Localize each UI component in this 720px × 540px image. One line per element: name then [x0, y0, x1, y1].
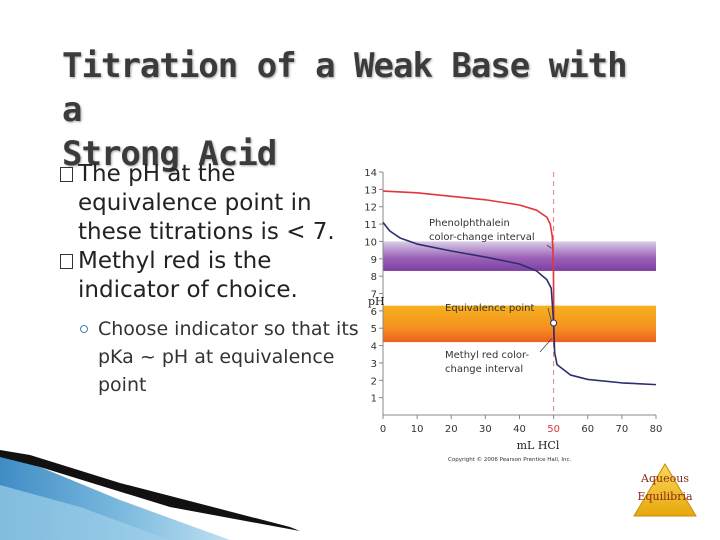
y-tick-label: 9 [371, 255, 377, 266]
footer-black-stripe [0, 450, 300, 531]
y-tick-label: 11 [364, 220, 377, 231]
annotation-phenolphthalein-2: color-change interval [429, 232, 535, 243]
bullet-box-icon [60, 167, 73, 182]
bullet-text: The pH at the equivalence point in these… [78, 161, 335, 245]
titration-curve [382, 190, 555, 346]
bullet-list: The pH at the equivalence point in these… [60, 160, 360, 399]
x-tick-label: 60 [581, 424, 594, 435]
y-axis-label: pH [368, 295, 385, 308]
y-tick-label: 14 [364, 168, 377, 179]
bullet-item: Methyl red is the indicator of choice. [60, 247, 360, 305]
sub-bullet-item: Choose indicator so that its pKa ~ pH at… [78, 315, 360, 399]
annotation-phenolphthalein: Phenolphthalein [429, 218, 510, 229]
y-tick-label: 8 [371, 272, 377, 283]
aqueous-equilibria-logo: Aqueous Equilibria [633, 463, 697, 517]
annotation-leaders [539, 244, 553, 353]
x-tick-label: 50 [547, 424, 560, 435]
slide-title: Titration of a Weak Base with a Strong A… [62, 44, 662, 176]
annotation-leader-line [546, 244, 552, 249]
copyright-text: Copyright © 2006 Pearson Prentice Hall, … [448, 456, 571, 463]
bullet-item: The pH at the equivalence point in these… [60, 160, 360, 247]
color-band-layer [383, 241, 656, 343]
logo-triangle-icon [633, 463, 697, 517]
annotation-methyl-red-2: change interval [445, 364, 523, 375]
bullet-box-icon [60, 254, 73, 269]
y-tick-label: 6 [371, 307, 377, 318]
logo-line-2: Equilibria [637, 490, 693, 503]
x-tick-label: 80 [650, 424, 663, 435]
annotation-leader-line [547, 307, 553, 323]
y-tick-label: 1 [371, 394, 377, 405]
y-tick-label: 3 [371, 359, 377, 370]
footer-decoration [0, 450, 300, 540]
x-axis-label: mL HCl [517, 439, 560, 452]
annotation-methyl-red: Methyl red color- [445, 350, 529, 361]
y-tick-label: 4 [371, 342, 377, 353]
title-line-2: Strong Acid [62, 134, 277, 174]
y-tick-label: 7 [371, 290, 377, 301]
y-tick-label: 5 [371, 324, 377, 335]
sub-bullet-text: Choose indicator so that its pKa ~ pH at… [98, 318, 359, 396]
bullet-text: Methyl red is the indicator of choice. [78, 248, 298, 303]
y-tick-label: 12 [364, 203, 377, 214]
x-tick-label: 30 [479, 424, 492, 435]
y-tick-label: 13 [364, 185, 377, 196]
logo-line-1: Aqueous [640, 472, 689, 485]
x-tick-label: 40 [513, 424, 526, 435]
x-tick-label: 70 [616, 424, 629, 435]
titration-curve [382, 221, 657, 386]
sub-bullet-ring-icon [80, 325, 88, 333]
y-tick-label: 2 [371, 376, 377, 387]
y-tick-label: 10 [364, 237, 377, 248]
annotation-leader-line [539, 338, 552, 353]
series-layer [382, 190, 657, 386]
equivalence-point-marker [550, 319, 558, 327]
footer-blue-swoosh-light [0, 485, 170, 540]
title-line-1: Titration of a Weak Base with a [62, 46, 628, 130]
x-tick-label: 0 [380, 424, 386, 435]
annotation-equivalence-point: Equivalence point [445, 303, 535, 314]
x-tick-label: 20 [445, 424, 458, 435]
x-tick-label: 10 [411, 424, 424, 435]
indicator-band [383, 305, 656, 343]
